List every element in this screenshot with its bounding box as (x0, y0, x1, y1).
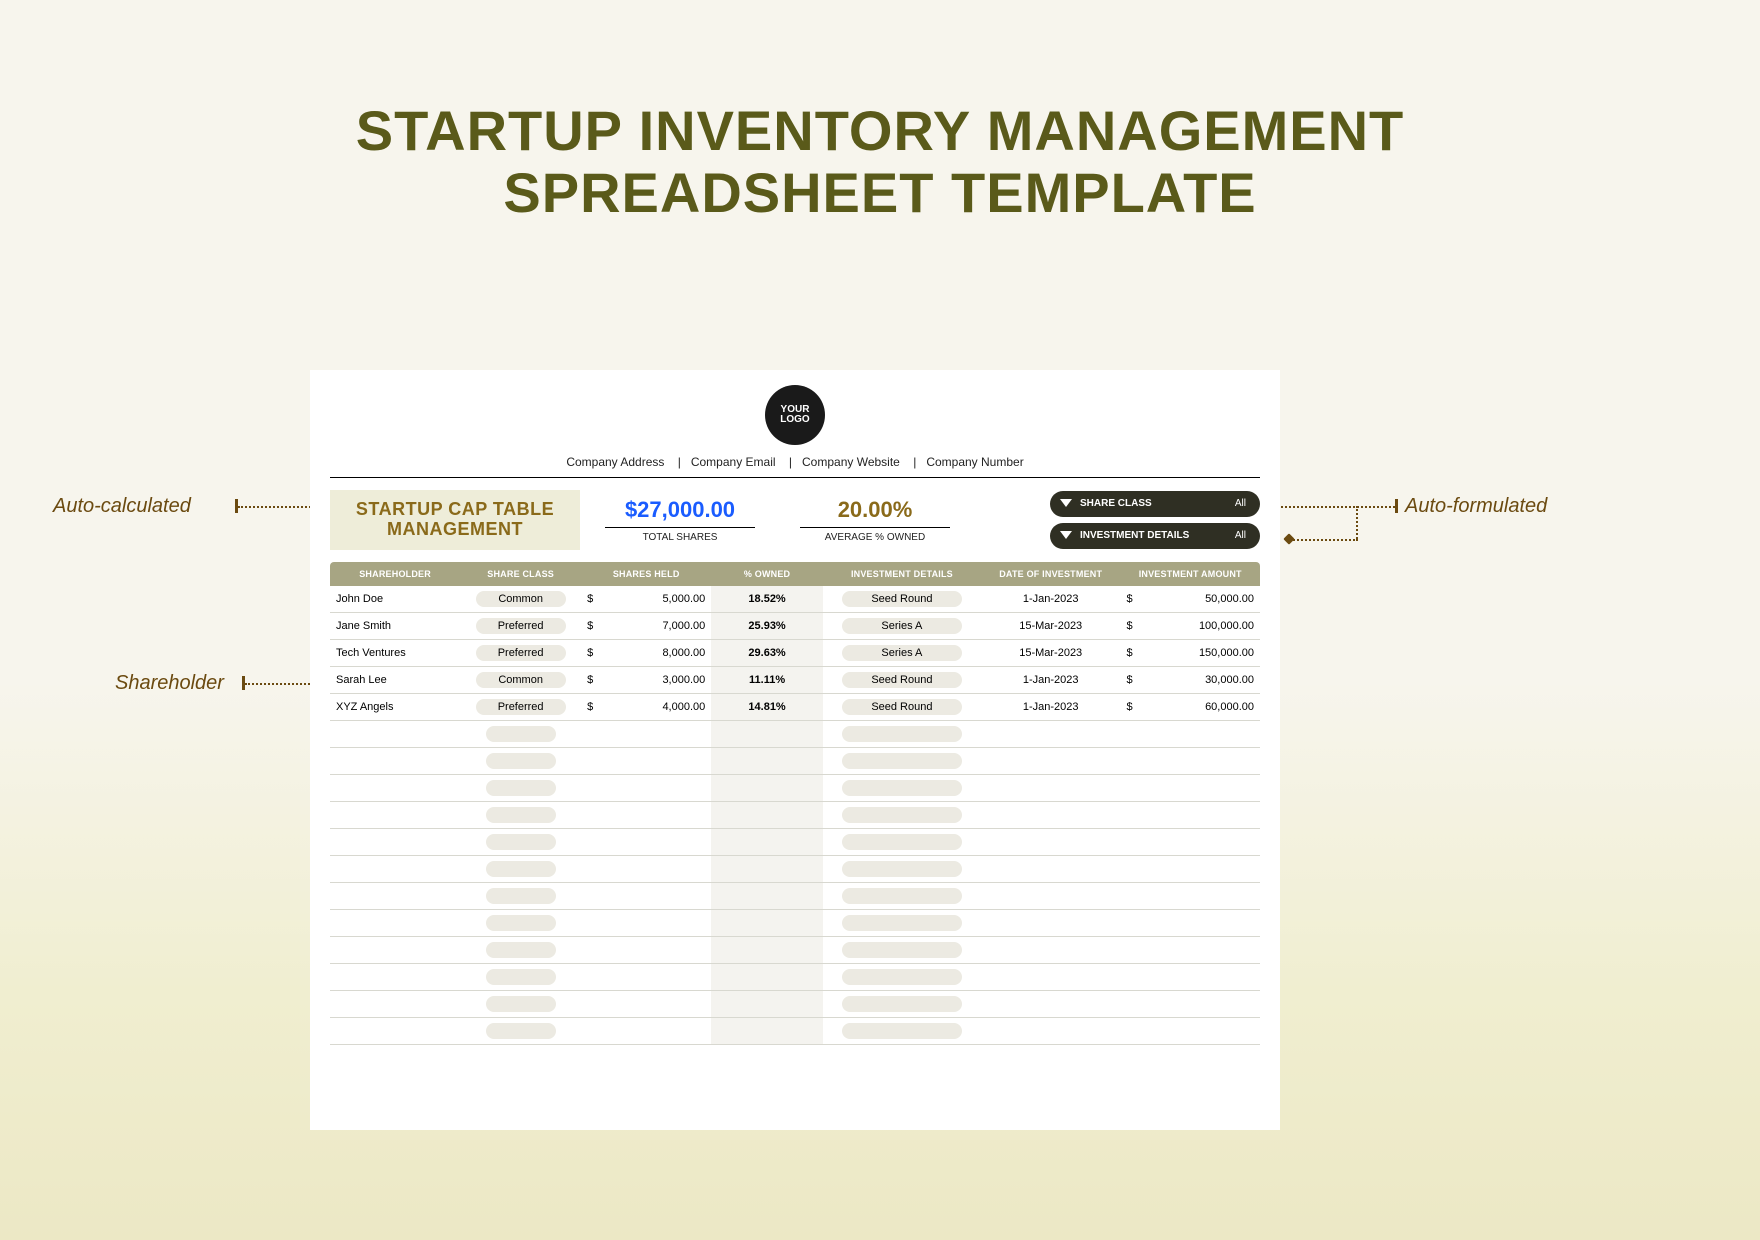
filter-icon (1060, 499, 1072, 509)
page-title-line1: STARTUP INVENTORY MANAGEMENT (0, 100, 1760, 162)
table-row[interactable]: Tech VenturesPreferred$8,000.0029.63%Ser… (330, 640, 1260, 667)
cell-share-class: Preferred (460, 613, 581, 640)
cell-pct-owned: 29.63% (711, 640, 823, 667)
table-row-empty[interactable] (330, 883, 1260, 910)
table-row-empty[interactable] (330, 856, 1260, 883)
annotation-shareholder: Shareholder (115, 672, 224, 695)
cell-shareholder: Jane Smith (330, 613, 460, 640)
table-row-empty[interactable] (330, 991, 1260, 1018)
company-email: Company Email (668, 455, 776, 469)
total-shares-stat: $27,000.00 TOTAL SHARES (605, 497, 755, 543)
table-row-empty[interactable] (330, 802, 1260, 829)
avg-owned-value: 20.00% (800, 497, 950, 523)
cell-amount: $100,000.00 (1120, 613, 1260, 640)
summary-row: STARTUP CAP TABLE MANAGEMENT $27,000.00 … (330, 490, 1260, 550)
col-date: DATE OF INVESTMENT (981, 562, 1121, 586)
table-row-empty[interactable] (330, 1018, 1260, 1045)
cell-share-class: Preferred (460, 640, 581, 667)
cell-shareholder: XYZ Angels (330, 694, 460, 721)
col-amount: INVESTMENT AMOUNT (1120, 562, 1260, 586)
cell-pct-owned: 14.81% (711, 694, 823, 721)
filter-investment-details[interactable]: INVESTMENT DETAILS All (1050, 523, 1260, 549)
table-row[interactable]: XYZ AngelsPreferred$4,000.0014.81%Seed R… (330, 694, 1260, 721)
cell-date: 1-Jan-2023 (981, 694, 1121, 721)
cell-pct-owned: 25.93% (711, 613, 823, 640)
cell-investment-details: Series A (823, 613, 981, 640)
cap-table: SHAREHOLDER SHARE CLASS SHARES HELD % OW… (330, 562, 1260, 1046)
col-share-class: SHARE CLASS (460, 562, 581, 586)
page-title: STARTUP INVENTORY MANAGEMENT SPREADSHEET… (0, 100, 1760, 223)
table-row-empty[interactable] (330, 721, 1260, 748)
logo-line2: LOGO (780, 415, 809, 426)
cap-title-line2: MANAGEMENT (348, 520, 562, 540)
cell-investment-details: Series A (823, 640, 981, 667)
table-row[interactable]: Sarah LeeCommon$3,000.0011.11%Seed Round… (330, 667, 1260, 694)
company-address: Company Address (566, 455, 664, 469)
filter-icon (1060, 531, 1072, 541)
table-row-empty[interactable] (330, 748, 1260, 775)
cell-date: 1-Jan-2023 (981, 667, 1121, 694)
table-row-empty[interactable] (330, 910, 1260, 937)
cell-investment-details: Seed Round (823, 667, 981, 694)
annotation-dots-v (1356, 506, 1358, 539)
cell-investment-details: Seed Round (823, 694, 981, 721)
col-shareholder: SHAREHOLDER (330, 562, 460, 586)
avg-owned-label: AVERAGE % OWNED (800, 527, 950, 543)
company-website: Company Website (779, 455, 900, 469)
col-investment-details: INVESTMENT DETAILS (823, 562, 981, 586)
cap-table-title: STARTUP CAP TABLE MANAGEMENT (330, 490, 580, 550)
logo-placeholder: YOUR LOGO (765, 385, 825, 445)
cell-investment-details: Seed Round (823, 586, 981, 613)
cell-date: 1-Jan-2023 (981, 586, 1121, 613)
cell-shareholder: Tech Ventures (330, 640, 460, 667)
company-number: Company Number (903, 455, 1024, 469)
cell-shareholder: John Doe (330, 586, 460, 613)
table-row[interactable]: John DoeCommon$5,000.0018.52%Seed Round1… (330, 586, 1260, 613)
cell-shareholder: Sarah Lee (330, 667, 460, 694)
cell-shares-held: $5,000.00 (581, 586, 711, 613)
cap-title-line1: STARTUP CAP TABLE (348, 500, 562, 520)
table-row-empty[interactable] (330, 964, 1260, 991)
cell-amount: $150,000.00 (1120, 640, 1260, 667)
col-shares-held: SHARES HELD (581, 562, 711, 586)
page-title-line2: SPREADSHEET TEMPLATE (0, 162, 1760, 224)
cell-amount: $60,000.00 (1120, 694, 1260, 721)
cell-share-class: Common (460, 586, 581, 613)
annotation-dots (1290, 539, 1358, 541)
filter-share-class-value: All (1235, 498, 1246, 509)
cell-shares-held: $7,000.00 (581, 613, 711, 640)
cell-date: 15-Mar-2023 (981, 613, 1121, 640)
col-pct-owned: % OWNED (711, 562, 823, 586)
cell-shares-held: $8,000.00 (581, 640, 711, 667)
cell-date: 15-Mar-2023 (981, 640, 1121, 667)
table-row[interactable]: Jane SmithPreferred$7,000.0025.93%Series… (330, 613, 1260, 640)
table-header: SHAREHOLDER SHARE CLASS SHARES HELD % OW… (330, 562, 1260, 586)
table-row-empty[interactable] (330, 829, 1260, 856)
cell-amount: $30,000.00 (1120, 667, 1260, 694)
cell-share-class: Common (460, 667, 581, 694)
total-shares-label: TOTAL SHARES (605, 527, 755, 543)
filter-share-class[interactable]: SHARE CLASS All (1050, 491, 1260, 517)
cell-amount: $50,000.00 (1120, 586, 1260, 613)
annotation-auto-formulated: Auto-formulated (1405, 495, 1547, 518)
cell-share-class: Preferred (460, 694, 581, 721)
spreadsheet-card: YOUR LOGO Company Address Company Email … (310, 370, 1280, 1130)
annotation-bar (1395, 499, 1398, 513)
table-body: John DoeCommon$5,000.0018.52%Seed Round1… (330, 586, 1260, 1045)
cell-pct-owned: 11.11% (711, 667, 823, 694)
cell-shares-held: $4,000.00 (581, 694, 711, 721)
cell-shares-held: $3,000.00 (581, 667, 711, 694)
filter-pills: SHARE CLASS All INVESTMENT DETAILS All (1050, 491, 1260, 549)
filter-invest-value: All (1235, 530, 1246, 541)
annotation-auto-calculated: Auto-calculated (53, 495, 191, 518)
company-info-line: Company Address Company Email Company We… (330, 455, 1260, 478)
annotation-arrow (1283, 533, 1294, 544)
table-row-empty[interactable] (330, 775, 1260, 802)
total-shares-value: $27,000.00 (605, 497, 755, 523)
filter-invest-label: INVESTMENT DETAILS (1080, 530, 1235, 541)
filter-share-class-label: SHARE CLASS (1080, 498, 1235, 509)
cell-pct-owned: 18.52% (711, 586, 823, 613)
avg-owned-stat: 20.00% AVERAGE % OWNED (800, 497, 950, 543)
table-row-empty[interactable] (330, 937, 1260, 964)
